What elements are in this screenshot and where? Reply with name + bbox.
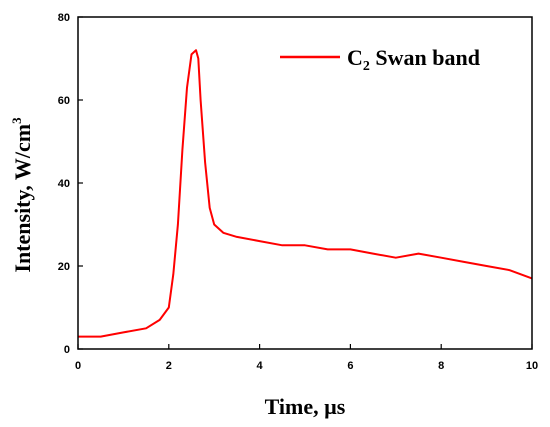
y-tick-label: 20 — [58, 261, 70, 273]
y-tick-label: 0 — [64, 344, 70, 356]
x-tick-label: 2 — [166, 360, 172, 372]
x-axis-title: Time, µs — [265, 394, 346, 419]
y-axis-title: Intensity, W/cm3 — [9, 117, 35, 273]
x-tick-label: 0 — [75, 360, 81, 372]
legend: C2 Swan band — [280, 45, 480, 74]
x-tick-label: 10 — [526, 360, 538, 372]
y-tick-label: 60 — [58, 95, 70, 107]
y-tick-label: 80 — [58, 12, 70, 24]
x-tick-label: 8 — [438, 360, 444, 372]
y-axis-ticks: 0 20 40 60 80 — [58, 12, 83, 356]
legend-label: C2 Swan band — [347, 45, 480, 74]
x-axis-ticks: 0 2 4 6 8 10 — [75, 344, 538, 372]
plot-frame — [77, 16, 533, 350]
y-tick-label: 40 — [58, 178, 70, 190]
x-tick-label: 4 — [257, 360, 264, 372]
series-line-c2-swan-band — [78, 49, 533, 338]
x-tick-label: 6 — [347, 360, 353, 372]
